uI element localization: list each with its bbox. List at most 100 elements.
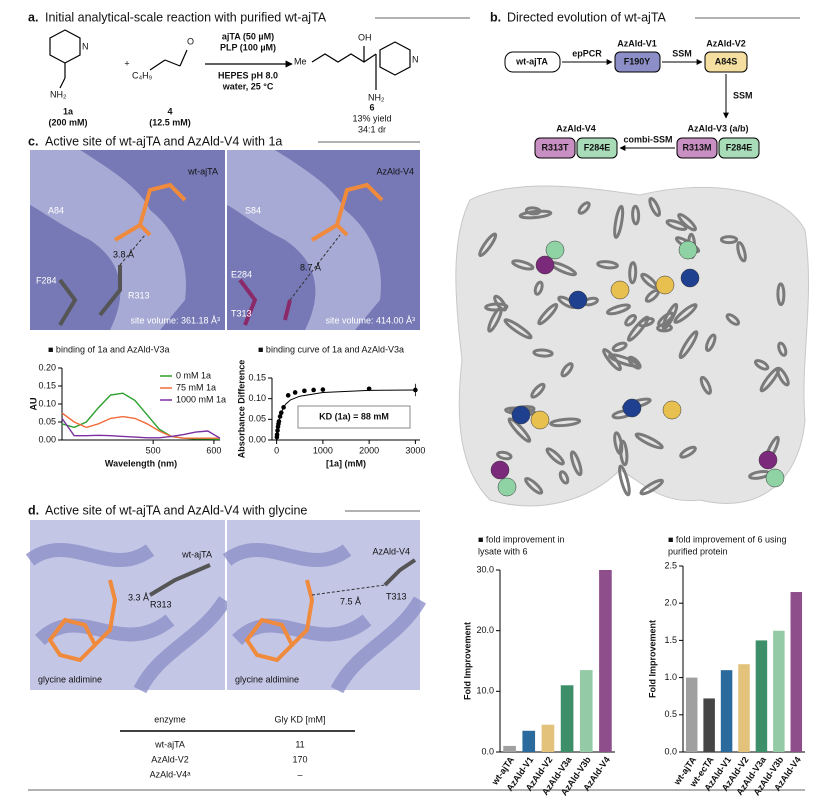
table-cell: – (297, 769, 302, 779)
site-volume: site volume: 414.00 Å³ (325, 315, 415, 325)
method: SSM (672, 48, 692, 58)
compound-id: 1a (63, 106, 74, 116)
table-cell: AzAld-V2 (151, 754, 189, 764)
ligand: glycine aldimine (235, 674, 299, 684)
helix (507, 417, 532, 443)
bar (773, 630, 785, 752)
helix (624, 314, 637, 327)
sphere (622, 398, 642, 418)
bar (503, 745, 516, 752)
helix (704, 333, 717, 352)
y-tick-label: 0.05 (248, 414, 266, 424)
atom: N (412, 54, 419, 64)
panel-title: Initial analytical-scale reaction with p… (45, 10, 327, 24)
mutation: A84S (715, 56, 738, 66)
y-tick-label: 1.0 (664, 672, 677, 682)
helix (549, 417, 582, 428)
table-cell: 170 (292, 754, 307, 764)
point (275, 428, 280, 433)
legend-label: 0 mM 1a (176, 370, 211, 380)
chart-title: ■ fold improvement of 6 using (668, 534, 787, 544)
atom: NH₂ (368, 92, 385, 102)
enzyme-name: AzAld-V4 (372, 546, 410, 556)
point (274, 432, 280, 437)
helix (569, 450, 583, 477)
x-tick-label: 0 (274, 445, 279, 455)
helix (503, 318, 533, 340)
sphere (765, 468, 785, 488)
helix (673, 303, 698, 324)
helix (736, 241, 747, 263)
helix (533, 280, 544, 296)
chart-title: ■ fold improvement in (478, 534, 564, 544)
sphere (758, 450, 778, 470)
helix (558, 470, 570, 485)
helix (577, 201, 591, 215)
y-tick-label: 0.10 (248, 393, 266, 403)
helix (530, 382, 546, 399)
helix (634, 432, 664, 450)
evolution-diagram (504, 51, 760, 159)
helix (648, 197, 662, 217)
atom: N (82, 41, 89, 51)
helix (545, 447, 565, 466)
point (281, 405, 286, 410)
y-tick-label: 0.5 (664, 709, 677, 719)
panel-label: c. (28, 134, 38, 148)
helix (628, 261, 638, 285)
y-axis-label: Fold Improvement (647, 620, 657, 698)
helix (777, 341, 788, 357)
y-tick-label: 0.15 (248, 372, 266, 382)
sphere (497, 477, 517, 497)
mutation: F284E (584, 142, 611, 152)
x-tick-label: 3000 (405, 445, 425, 455)
dr: 34:1 dr (358, 124, 386, 134)
annotation: KD (1a) = 88 mM (319, 411, 389, 421)
helix (656, 323, 673, 333)
point (277, 414, 283, 419)
compound-id: 6 (369, 102, 374, 112)
point (278, 410, 284, 416)
helix (524, 477, 544, 495)
atom: Me (294, 56, 307, 66)
helix (754, 359, 770, 371)
helix (607, 353, 640, 368)
compound-id: 4 (167, 106, 172, 116)
chart-title: lysate with 6 (478, 546, 528, 556)
point (276, 419, 282, 424)
helix (606, 303, 631, 316)
x-axis-label: [1a] (mM) (326, 458, 366, 468)
atom: O (187, 36, 194, 46)
distance: 3.3 Å (128, 592, 149, 602)
sphere (662, 400, 682, 420)
point (285, 393, 291, 398)
bar (790, 592, 803, 752)
bar (522, 730, 536, 752)
bar (755, 640, 768, 752)
helix (537, 302, 559, 326)
method: epPCR (572, 48, 602, 58)
enzyme-name: wt-ajTA (181, 549, 212, 559)
y-tick-label: 30.0 (476, 564, 494, 574)
table-header: Gly KD [mM] (275, 714, 326, 724)
panel-title: Active site of wt-ajTA and AzAld-V4 with… (45, 134, 282, 148)
point (311, 387, 316, 393)
active-site-image (30, 150, 420, 330)
sphere (655, 275, 675, 295)
mutation: R313T (541, 142, 569, 152)
bar (738, 664, 750, 752)
helix (532, 348, 554, 358)
yield: 13% yield (352, 113, 391, 123)
x-tick-label: 1000 (313, 445, 333, 455)
helix (496, 450, 513, 461)
y-axis-label: Fold Improvement (462, 622, 472, 700)
y-tick-label: 0.0 (481, 746, 494, 756)
helix (518, 209, 553, 220)
protein-structure (455, 185, 809, 507)
line-series (61, 412, 220, 439)
bar (599, 570, 612, 752)
legend-label: 1000 mM 1a (176, 394, 226, 404)
sphere (545, 240, 565, 260)
helix (524, 206, 542, 216)
